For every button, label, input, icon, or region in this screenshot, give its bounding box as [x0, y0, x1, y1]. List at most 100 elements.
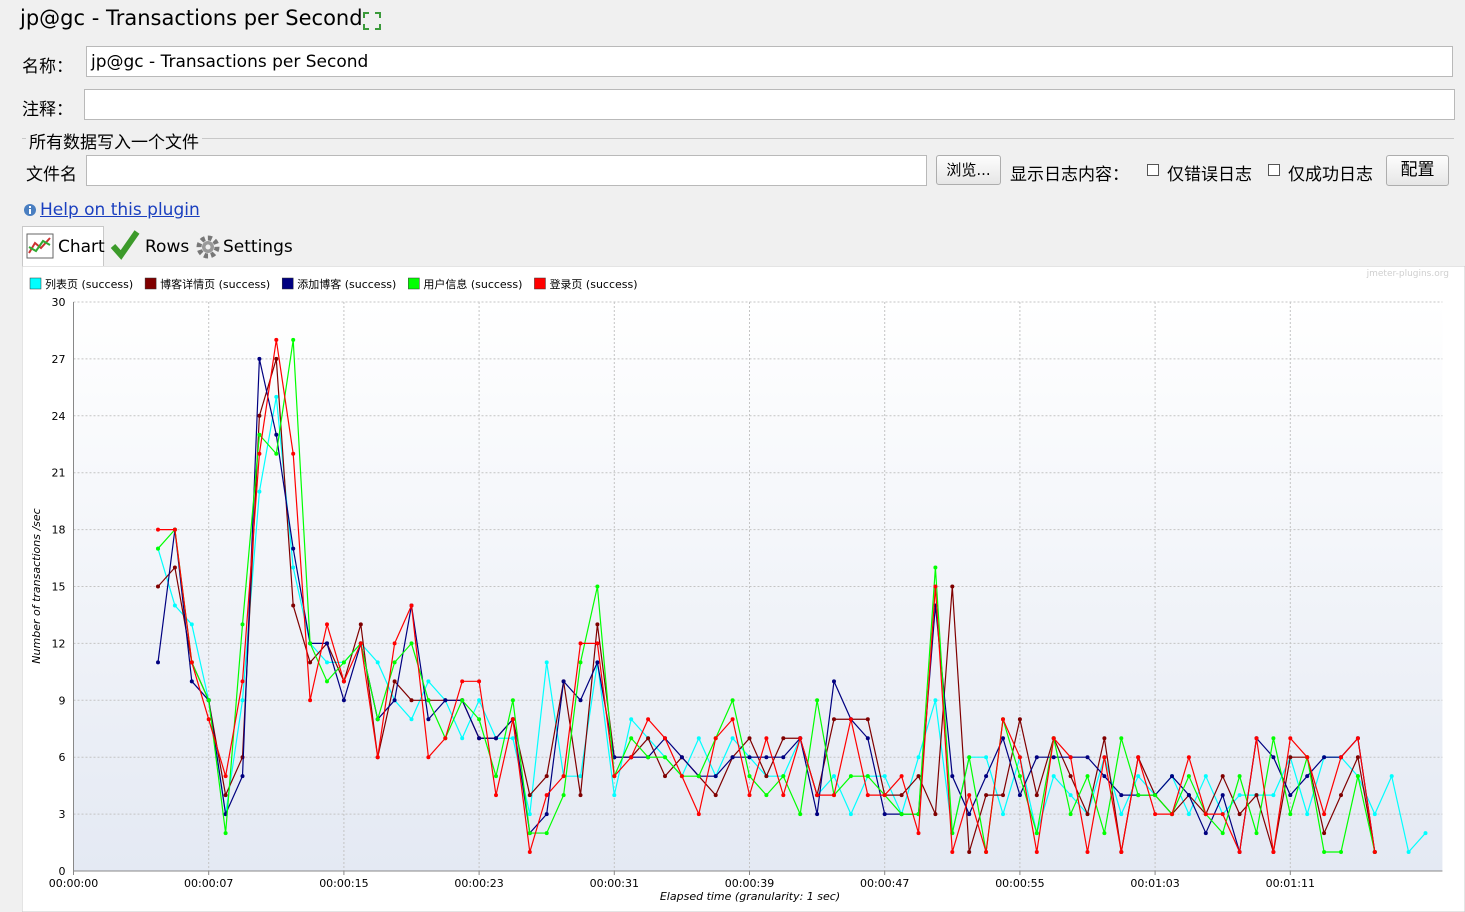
- data-point: [815, 812, 820, 817]
- data-point: [291, 603, 296, 608]
- data-point: [1237, 812, 1242, 817]
- success-checkbox[interactable]: [1268, 164, 1280, 176]
- data-point: [899, 793, 904, 798]
- browse-button[interactable]: 浏览...: [936, 155, 1001, 185]
- legend-item: 博客详情页 (success): [144, 277, 270, 291]
- data-point: [612, 774, 617, 779]
- data-point: [223, 774, 228, 779]
- data-point: [240, 698, 245, 703]
- settings-tab-icon: [196, 235, 220, 259]
- data-point: [510, 698, 515, 703]
- data-point: [1372, 812, 1377, 817]
- data-point: [1102, 774, 1107, 779]
- data-point: [1102, 755, 1107, 760]
- section-rule: [22, 138, 1454, 139]
- data-point: [1305, 774, 1310, 779]
- data-point: [679, 755, 684, 760]
- tab-chart[interactable]: Chart: [58, 237, 105, 257]
- data-point: [206, 698, 211, 703]
- data-point: [1119, 812, 1124, 817]
- legend-label: 登录页 (success): [549, 277, 637, 291]
- data-point: [1034, 831, 1039, 836]
- data-point: [848, 774, 853, 779]
- data-point: [1034, 755, 1039, 760]
- log-label: 显示日志内容：: [1010, 165, 1129, 185]
- chart: jmeter-plugins.org Elapsed time (granula…: [22, 266, 1465, 912]
- help-link[interactable]: Help on this plugin: [40, 200, 200, 220]
- info-icon: [24, 204, 36, 216]
- data-point: [409, 698, 414, 703]
- data-point: [257, 413, 262, 418]
- file-input[interactable]: [86, 155, 927, 186]
- data-point: [358, 641, 363, 646]
- data-point: [815, 698, 820, 703]
- data-point: [274, 451, 279, 456]
- data-point: [189, 660, 194, 665]
- data-point: [916, 755, 921, 760]
- data-point: [1068, 793, 1073, 798]
- data-point: [899, 812, 904, 817]
- data-point: [156, 660, 160, 665]
- data-point: [1153, 812, 1158, 817]
- data-point: [341, 660, 346, 665]
- data-point: [747, 793, 752, 798]
- errors-label: 仅错误日志: [1167, 165, 1252, 185]
- data-point: [578, 660, 583, 665]
- data-point: [308, 698, 313, 703]
- data-point: [291, 565, 296, 570]
- data-point: [933, 584, 938, 589]
- x-tick-label: 00:00:55: [995, 877, 1044, 890]
- errors-checkbox[interactable]: [1147, 164, 1159, 176]
- legend-item: 添加博客 (success): [281, 277, 396, 291]
- data-point: [240, 622, 245, 627]
- x-tick-label: 00:00:15: [319, 877, 368, 890]
- data-point: [494, 774, 498, 779]
- data-point: [1237, 793, 1242, 798]
- data-point: [798, 812, 803, 817]
- data-point: [984, 793, 989, 798]
- data-point: [561, 793, 566, 798]
- data-point: [1271, 736, 1276, 741]
- name-input[interactable]: jp@gc - Transactions per Second: [86, 46, 1453, 77]
- tab-settings[interactable]: Settings: [223, 237, 293, 257]
- data-point: [156, 527, 160, 532]
- tab-rows[interactable]: Rows: [145, 237, 190, 257]
- data-point: [1237, 850, 1242, 855]
- data-point: [865, 774, 870, 779]
- data-point: [595, 584, 600, 589]
- configure-button[interactable]: 配置: [1386, 155, 1449, 186]
- data-point: [781, 736, 786, 741]
- data-point: [358, 622, 363, 627]
- data-point: [375, 717, 380, 722]
- data-point: [409, 603, 414, 608]
- y-tick-label: 21: [52, 467, 66, 480]
- data-point: [882, 793, 887, 798]
- data-point: [1220, 774, 1225, 779]
- data-point: [1085, 755, 1090, 760]
- data-point: [460, 679, 465, 684]
- data-point: [595, 622, 600, 627]
- expand-icon[interactable]: [362, 11, 382, 31]
- data-point: [1119, 793, 1124, 798]
- data-point: [443, 698, 448, 703]
- data-point: [341, 698, 346, 703]
- data-point: [325, 679, 329, 684]
- data-point: [1136, 755, 1141, 760]
- data-point: [1271, 755, 1276, 760]
- data-point: [747, 736, 752, 741]
- data-point: [477, 717, 482, 722]
- data-point: [291, 337, 296, 342]
- comment-input[interactable]: [84, 89, 1455, 120]
- data-point: [1288, 812, 1293, 817]
- data-point: [798, 736, 803, 741]
- data-point: [1001, 793, 1005, 798]
- data-point: [1322, 755, 1327, 760]
- data-point: [1119, 736, 1124, 741]
- data-point: [578, 793, 583, 798]
- x-tick-label: 00:00:47: [860, 877, 909, 890]
- data-point: [409, 641, 414, 646]
- data-point: [1355, 774, 1360, 779]
- comment-label: 注释：: [22, 100, 73, 120]
- data-point: [865, 736, 870, 741]
- x-tick-label: 00:00:23: [454, 877, 503, 890]
